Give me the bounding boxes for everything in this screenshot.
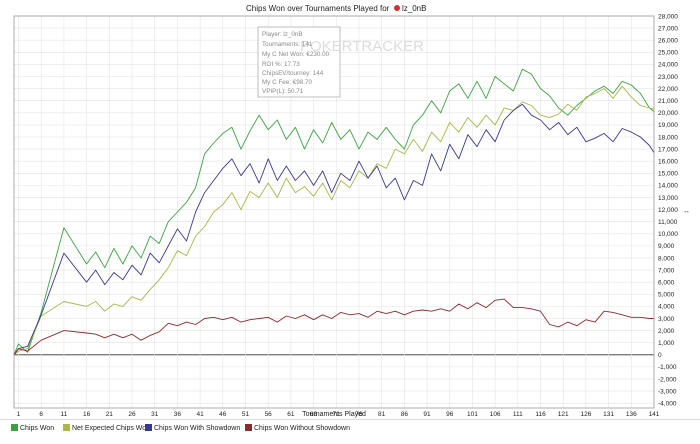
- y-tick-label: 0: [658, 352, 662, 359]
- y-tick-label: 10,000: [658, 231, 678, 238]
- tooltip-box: [257, 26, 341, 98]
- tooltip-line-roi: ROI %: 17.73: [262, 61, 300, 68]
- x-tick-label: 91: [423, 411, 431, 418]
- y-tick-label: 6,000: [658, 279, 675, 286]
- y-tick-label: 14,000: [658, 183, 678, 190]
- tooltip-line-tournaments: Tournaments: 141: [262, 41, 313, 48]
- legend-label-without-showdown: Chips Won Without Showdown: [254, 425, 350, 432]
- x-tick-label: 96: [446, 411, 454, 418]
- left-right-arrow-icon: ↔: [683, 208, 690, 215]
- legend-label-net-expected: Net Expected Chips Won: [72, 425, 150, 432]
- y-tick-label: -4,000: [658, 400, 677, 407]
- x-tick-label: 81: [378, 411, 386, 418]
- legend-label-with-showdown: Chips Won With Showdown: [154, 425, 240, 432]
- gridlines: [14, 15, 655, 408]
- y-tick-label: 5,000: [658, 292, 675, 299]
- y-tick-label: 3,000: [658, 316, 675, 323]
- y-tick-label: 9,000: [658, 243, 675, 250]
- legend-swatch-without-showdown: [245, 424, 252, 431]
- y-tick-label: 16,000: [658, 158, 678, 165]
- x-tick-label: 101: [467, 411, 478, 418]
- legend-swatch-with-showdown: [145, 424, 152, 431]
- legend-swatch-chips-won: [11, 424, 18, 431]
- y-tick-label: 19,000: [658, 122, 678, 129]
- y-tick-label: 18,000: [658, 134, 678, 141]
- x-tick-label: 136: [626, 411, 637, 418]
- x-tick-label: 76: [355, 411, 363, 418]
- y-tick-labels: -4,000 -3,000 -2,000 -1,000 0 1,000 2,000 3,000…: [658, 13, 678, 407]
- series-lines: [13, 68, 655, 356]
- x-tick-label: 21: [106, 411, 114, 418]
- tooltip-line-chipsev: ChipsEV/tourney: 144: [262, 70, 324, 77]
- x-tick-label: 131: [603, 411, 614, 418]
- y-tick-label: 15,000: [658, 171, 678, 178]
- tooltip-watermark: POKERTRACKER: [300, 38, 424, 55]
- y-tick-label: 2,000: [658, 328, 675, 335]
- x-tick-label: 31: [151, 411, 159, 418]
- x-tick-label: 141: [649, 411, 660, 418]
- legend: Chips Won Net Expected Chips Won Chips W…: [0, 419, 700, 432]
- y-tick-label: 23,000: [658, 74, 678, 81]
- tooltip: POKERTRACKER Player: lz_0nB Tournaments:…: [257, 26, 424, 98]
- x-tick-label: 16: [83, 411, 91, 418]
- y-tick-label: 28,000: [658, 13, 678, 20]
- tooltip-line-net-won: My C Net Won: €230.00: [262, 51, 330, 58]
- x-tick-label: 1: [17, 411, 21, 418]
- x-tick-label: 126: [580, 411, 591, 418]
- y-tick-label: -3,000: [658, 388, 677, 395]
- y-tick-label: 25,000: [658, 50, 678, 57]
- x-tick-label: 51: [242, 411, 250, 418]
- tooltip-line-vpip: VPIP(L): 50.71: [262, 88, 304, 95]
- y-tick-label: -2,000: [658, 376, 677, 383]
- x-tick-label: 116: [535, 411, 546, 418]
- x-tick-label: 36: [174, 411, 182, 418]
- y-tick-label: -1,000: [658, 364, 677, 371]
- series-line-2: [13, 103, 655, 356]
- y-tick-label: 13,000: [658, 195, 678, 202]
- x-tick-label: 26: [128, 411, 136, 418]
- x-tick-label: 41: [196, 411, 204, 418]
- x-tick-label: 6: [39, 411, 43, 418]
- legend-swatch-net-expected: [63, 424, 70, 431]
- y-tick-label: 21,000: [658, 98, 678, 105]
- tooltip-line-fee: My C Fee: €98.70: [262, 79, 313, 86]
- x-tick-labels: 1 6 11 16 21 26 31 36 41 46 51 56 61 66 71 76 81 86 91 96 10…: [17, 411, 660, 418]
- series-line-3: [13, 298, 654, 356]
- y-tick-label: 26,000: [658, 37, 678, 44]
- y-tick-label: 22,000: [658, 86, 678, 93]
- x-axis-title: Tournaments Played: [302, 411, 366, 418]
- x-tick-label: 106: [490, 411, 501, 418]
- x-tick-label: 46: [219, 411, 227, 418]
- x-tick-label: 11: [61, 411, 68, 418]
- series-line-1: [13, 85, 655, 356]
- x-tick-label: 56: [265, 411, 273, 418]
- chart-title: Chips Won over Tournaments Played for: [246, 4, 390, 13]
- x-tick-label: 86: [401, 411, 409, 418]
- tooltip-line-player: Player: lz_0nB: [262, 31, 303, 38]
- x-tick-label: 66: [310, 411, 318, 418]
- x-tick-label: 121: [558, 411, 569, 418]
- y-tick-label: 20,000: [658, 110, 678, 117]
- x-tick-label: 71: [333, 411, 341, 418]
- y-tick-label: 11,000: [658, 219, 678, 226]
- y-tick-label: 27,000: [658, 25, 678, 32]
- y-tick-label: 7,000: [658, 267, 675, 274]
- y-tick-label: 17,000: [658, 146, 678, 153]
- x-tick-label: 61: [287, 411, 295, 418]
- legend-label-chips-won: Chips Won: [20, 425, 54, 432]
- plot-frame: [13, 15, 655, 409]
- series-line-0: [13, 68, 655, 355]
- y-tick-label: 24,000: [658, 62, 678, 69]
- player-badge-name: lz_0nB: [402, 4, 426, 13]
- x-tick-label: 111: [513, 411, 523, 418]
- y-tick-label: 1,000: [658, 340, 675, 347]
- y-tick-label: 8,000: [658, 255, 675, 262]
- poker-chip-icon: [394, 5, 400, 11]
- y-tick-label: 4,000: [658, 304, 675, 311]
- y-tick-label: 12,000: [658, 207, 678, 214]
